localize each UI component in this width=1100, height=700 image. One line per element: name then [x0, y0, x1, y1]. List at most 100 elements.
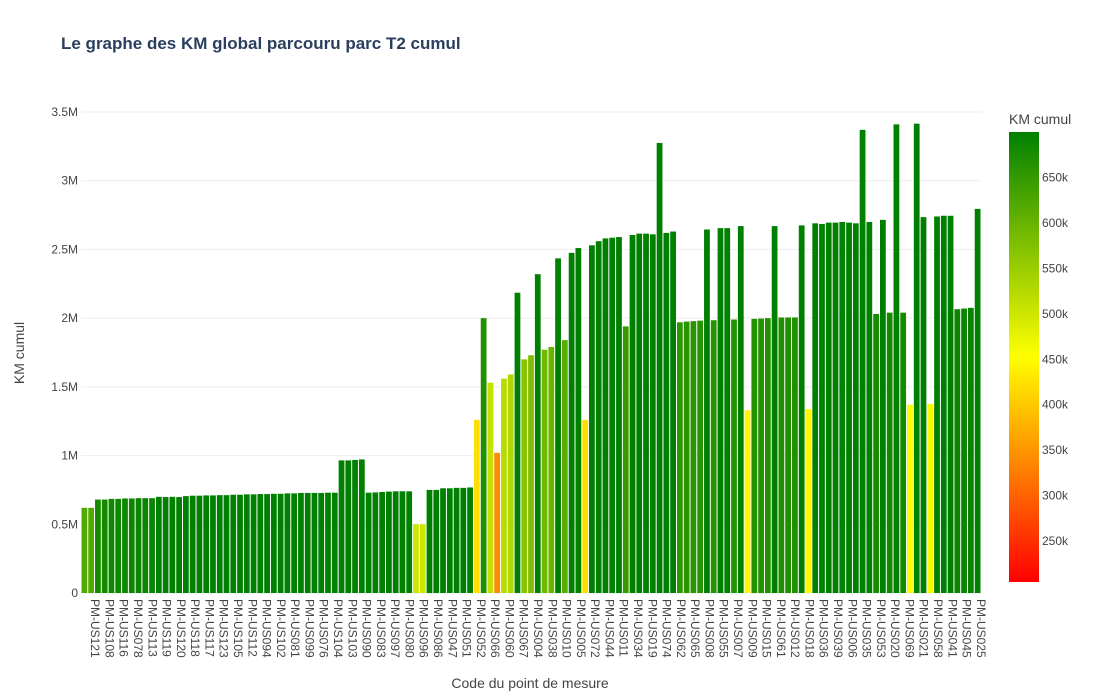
bar[interactable]: [419, 524, 426, 593]
bar[interactable]: [616, 237, 622, 593]
bar[interactable]: [636, 233, 643, 594]
bar[interactable]: [453, 487, 460, 593]
bar[interactable]: [528, 355, 534, 593]
bar[interactable]: [934, 216, 940, 593]
bar[interactable]: [771, 226, 778, 593]
bar[interactable]: [501, 378, 507, 593]
bar[interactable]: [622, 326, 629, 593]
bar[interactable]: [920, 217, 927, 593]
bar[interactable]: [785, 317, 792, 593]
bar[interactable]: [264, 494, 270, 593]
bar[interactable]: [961, 308, 967, 593]
bar[interactable]: [893, 124, 900, 594]
bar[interactable]: [176, 497, 183, 593]
bar[interactable]: [859, 129, 866, 593]
bar[interactable]: [940, 215, 947, 593]
bar[interactable]: [162, 497, 169, 593]
bar[interactable]: [426, 489, 433, 593]
bar[interactable]: [338, 460, 345, 593]
bar[interactable]: [487, 382, 494, 593]
bar[interactable]: [311, 492, 318, 593]
bar[interactable]: [907, 404, 913, 593]
bar[interactable]: [460, 487, 467, 593]
bar[interactable]: [913, 123, 920, 593]
bar[interactable]: [284, 493, 291, 593]
bar[interactable]: [169, 496, 176, 593]
bar[interactable]: [514, 292, 521, 593]
bar[interactable]: [947, 215, 954, 593]
bar[interactable]: [196, 495, 203, 593]
bar[interactable]: [149, 498, 155, 593]
bar[interactable]: [589, 245, 595, 593]
bar[interactable]: [663, 232, 670, 594]
bar[interactable]: [764, 318, 771, 593]
bar[interactable]: [128, 498, 135, 593]
bar[interactable]: [122, 498, 128, 593]
bar[interactable]: [108, 498, 115, 593]
bar[interactable]: [534, 274, 541, 593]
bar[interactable]: [433, 489, 440, 593]
bar[interactable]: [568, 252, 575, 593]
bar[interactable]: [399, 491, 406, 593]
bar[interactable]: [724, 228, 731, 593]
bar[interactable]: [852, 223, 859, 593]
bar[interactable]: [210, 495, 216, 593]
bar[interactable]: [541, 349, 548, 593]
bar[interactable]: [873, 314, 879, 593]
bar[interactable]: [365, 492, 372, 593]
bar[interactable]: [81, 507, 88, 593]
bar[interactable]: [277, 493, 284, 593]
bar[interactable]: [183, 496, 189, 593]
bar[interactable]: [345, 460, 352, 593]
bar[interactable]: [676, 322, 683, 593]
bar[interactable]: [561, 340, 568, 593]
bar[interactable]: [358, 459, 365, 593]
bar[interactable]: [927, 404, 934, 593]
bar[interactable]: [237, 494, 243, 593]
bar[interactable]: [751, 318, 758, 593]
bar[interactable]: [331, 492, 338, 593]
bar[interactable]: [304, 492, 311, 593]
bar[interactable]: [670, 231, 676, 593]
bar[interactable]: [602, 238, 609, 594]
bar[interactable]: [88, 507, 95, 593]
bar[interactable]: [291, 493, 298, 593]
bar[interactable]: [656, 142, 663, 593]
bar[interactable]: [683, 321, 690, 593]
bar[interactable]: [866, 221, 873, 593]
bar[interactable]: [413, 524, 419, 593]
bar[interactable]: [189, 495, 196, 593]
bar[interactable]: [298, 492, 304, 593]
bar[interactable]: [819, 224, 825, 594]
bar[interactable]: [954, 309, 961, 593]
bar[interactable]: [270, 493, 277, 593]
bar[interactable]: [548, 347, 555, 593]
bar[interactable]: [372, 492, 379, 593]
bar[interactable]: [230, 494, 237, 593]
bar[interactable]: [446, 488, 453, 593]
bar[interactable]: [697, 320, 704, 593]
bar[interactable]: [406, 491, 413, 593]
bar[interactable]: [379, 491, 386, 593]
bar[interactable]: [575, 248, 582, 593]
bar[interactable]: [595, 241, 602, 593]
bar[interactable]: [886, 312, 893, 593]
bar[interactable]: [778, 317, 785, 593]
bar[interactable]: [318, 492, 325, 593]
bar[interactable]: [386, 491, 392, 593]
bar[interactable]: [649, 234, 656, 593]
bar[interactable]: [690, 321, 697, 593]
bar[interactable]: [467, 487, 473, 593]
bar[interactable]: [798, 225, 805, 593]
bar[interactable]: [967, 307, 974, 593]
bar[interactable]: [115, 498, 122, 593]
bar[interactable]: [710, 320, 717, 593]
bar[interactable]: [521, 359, 528, 593]
bar[interactable]: [758, 318, 764, 593]
bar[interactable]: [135, 498, 142, 593]
bar[interactable]: [155, 496, 162, 593]
bar[interactable]: [257, 494, 264, 593]
bar[interactable]: [879, 219, 886, 594]
bar[interactable]: [900, 312, 907, 593]
bar[interactable]: [216, 495, 223, 593]
